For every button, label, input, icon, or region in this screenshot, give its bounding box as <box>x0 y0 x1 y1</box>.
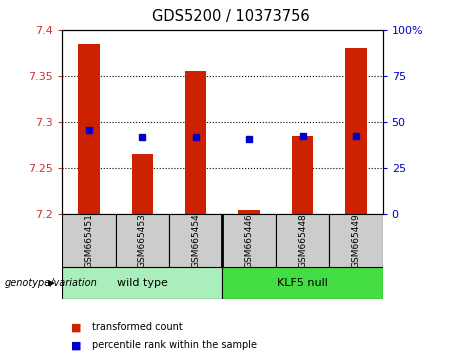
Bar <box>116 214 169 267</box>
Bar <box>185 70 207 214</box>
Text: GSM665449: GSM665449 <box>351 213 361 268</box>
Bar <box>78 44 100 214</box>
Text: GSM665451: GSM665451 <box>84 213 94 268</box>
Text: GSM665446: GSM665446 <box>245 213 254 268</box>
Bar <box>329 214 383 267</box>
Bar <box>238 210 260 214</box>
Bar <box>132 154 153 214</box>
Bar <box>62 214 116 267</box>
Bar <box>223 214 276 267</box>
Text: GSM665448: GSM665448 <box>298 213 307 268</box>
Text: wild type: wild type <box>117 278 168 288</box>
Bar <box>292 136 313 214</box>
Bar <box>62 267 222 299</box>
Bar <box>223 267 383 299</box>
Text: ■: ■ <box>71 340 82 350</box>
Text: ■: ■ <box>71 322 82 332</box>
Bar <box>276 214 329 267</box>
Text: percentile rank within the sample: percentile rank within the sample <box>92 340 257 350</box>
Bar <box>169 214 222 267</box>
Text: transformed count: transformed count <box>92 322 183 332</box>
Text: GDS5200 / 10373756: GDS5200 / 10373756 <box>152 9 309 24</box>
Bar <box>345 48 366 214</box>
Text: KLF5 null: KLF5 null <box>277 278 328 288</box>
Text: GSM665454: GSM665454 <box>191 213 200 268</box>
Text: genotype/variation: genotype/variation <box>5 278 97 288</box>
Text: GSM665453: GSM665453 <box>138 213 147 268</box>
